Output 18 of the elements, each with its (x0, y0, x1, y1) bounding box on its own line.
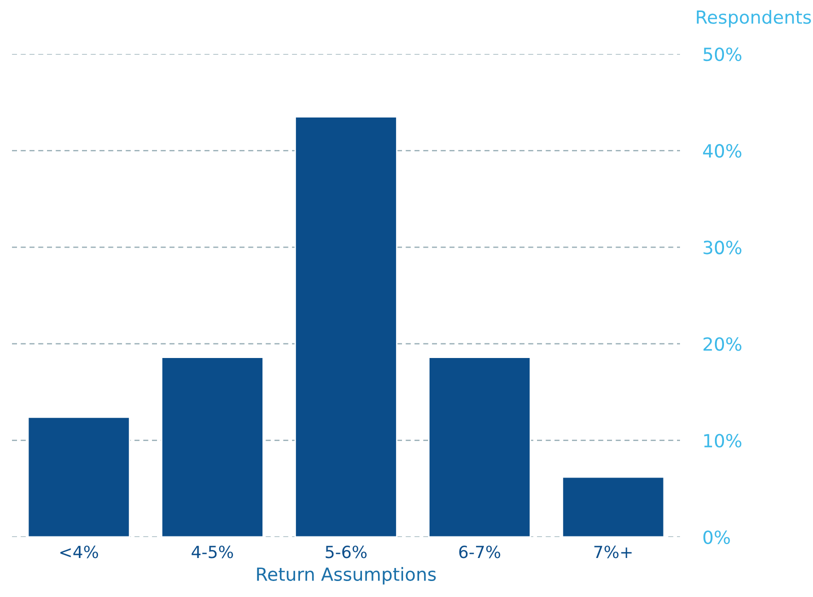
x-tick-label: 4-5% (192, 546, 234, 558)
bar (160, 356, 264, 537)
y-tick-label: 50% (704, 47, 742, 62)
bar (294, 116, 398, 537)
y-tick-label: 10% (704, 434, 742, 448)
y-tick-label: 0% (703, 530, 730, 544)
x-tick-label: 6-7% (459, 546, 500, 558)
x-tick-label: 5-6% (326, 546, 367, 558)
bar (428, 356, 532, 537)
x-axis-title: Return Assumptions (257, 567, 436, 584)
y-tick-label: 30% (704, 240, 742, 254)
x-tick-label: 7%+ (594, 546, 632, 558)
y-tick-label: 40% (703, 144, 742, 158)
bar (27, 416, 130, 537)
y-tick-label: 20% (704, 337, 742, 351)
bar (562, 476, 665, 537)
x-tick-label: <4% (60, 546, 98, 558)
y-axis-title: Respondents (696, 10, 811, 28)
